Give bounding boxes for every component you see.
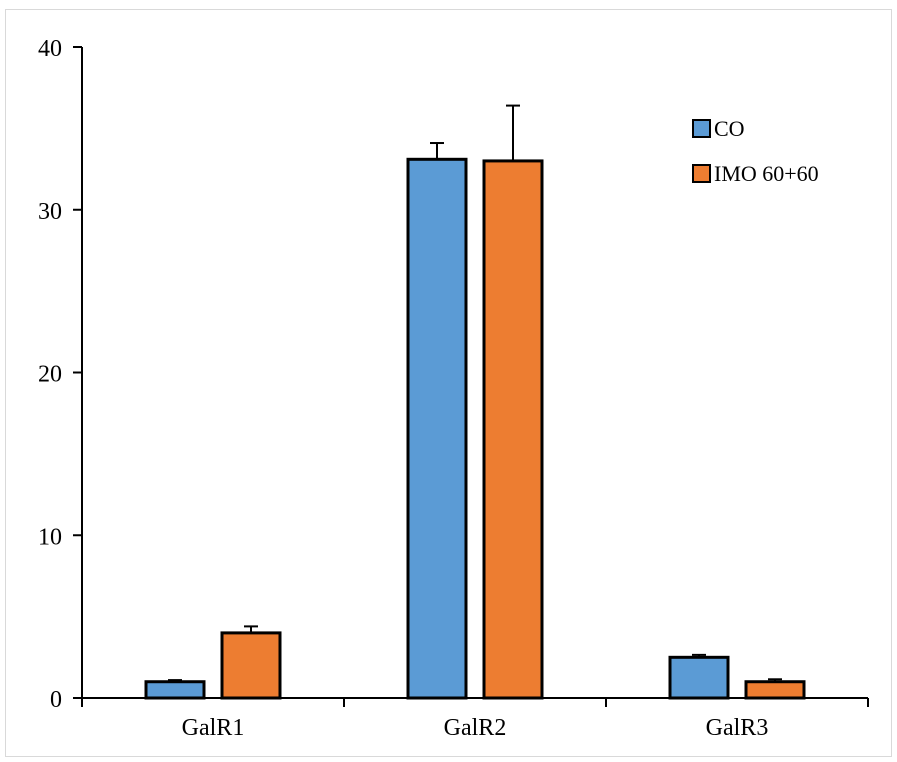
bar-galr3-series-1 <box>744 680 806 700</box>
x-tick-label-galr3: GalR3 <box>706 715 769 741</box>
bar-galr1-series-1 <box>220 631 282 700</box>
bar-galr3-series-0 <box>668 655 730 700</box>
bar-galr2-series-1 <box>482 159 544 700</box>
y-tick-label-40: 40 <box>38 36 62 62</box>
bar-galr1-series-0 <box>144 680 206 700</box>
y-tick-label-30: 30 <box>38 199 62 225</box>
legend-swatch-0 <box>692 119 711 138</box>
x-tick-label-galr1: GalR1 <box>182 715 245 741</box>
error-bars-layer <box>168 104 782 682</box>
y-tick-label-10: 10 <box>38 524 62 550</box>
bars-layer <box>144 157 806 700</box>
bar-galr2-series-0 <box>406 157 468 700</box>
axes-layer: 0 10 20 30 40 GalR1 GalR2 GalR3 <box>38 36 869 741</box>
x-tick-label-galr2: GalR2 <box>444 715 507 741</box>
legend-label-1: IMO 60+60 <box>714 161 819 186</box>
y-tick-label-20: 20 <box>38 362 62 388</box>
legend: CO IMO 60+60 <box>692 116 819 186</box>
legend-swatch-1 <box>692 164 711 183</box>
legend-label-0: CO <box>714 116 745 141</box>
y-tick-label-0: 0 <box>50 687 62 713</box>
